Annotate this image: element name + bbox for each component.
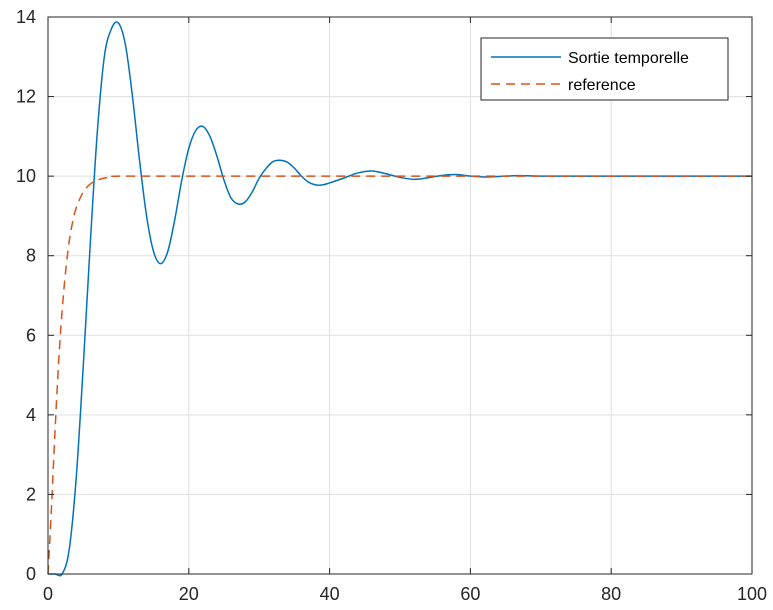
x-tick-label: 0: [43, 584, 53, 604]
legend-label-sortie-temporelle: Sortie temporelle: [568, 50, 689, 67]
legend-label-reference: reference: [568, 77, 636, 94]
y-tick-label: 2: [26, 484, 36, 504]
y-tick-label: 0: [26, 564, 36, 584]
x-tick-label: 60: [460, 584, 480, 604]
x-tick-label: 80: [601, 584, 621, 604]
legend-box: [480, 37, 729, 101]
x-tick-label: 20: [179, 584, 199, 604]
legend: Sortie temporelle reference: [480, 37, 729, 101]
y-tick-label: 8: [26, 246, 36, 266]
y-tick-label: 4: [26, 405, 36, 425]
x-tick-label: 100: [737, 584, 767, 604]
y-tick-label: 12: [16, 87, 36, 107]
series-layer: [47, 21, 752, 577]
x-tick-label: 40: [320, 584, 340, 604]
ticks: 0 20 40 60 80 100 0 2 4 6 8 10 12 14: [16, 7, 767, 604]
y-tick-label: 6: [26, 325, 36, 345]
axes-box: [47, 16, 753, 575]
series-line-reference: [47, 175, 752, 575]
y-tick-label: 14: [16, 7, 36, 27]
y-tick-label: 10: [16, 166, 36, 186]
